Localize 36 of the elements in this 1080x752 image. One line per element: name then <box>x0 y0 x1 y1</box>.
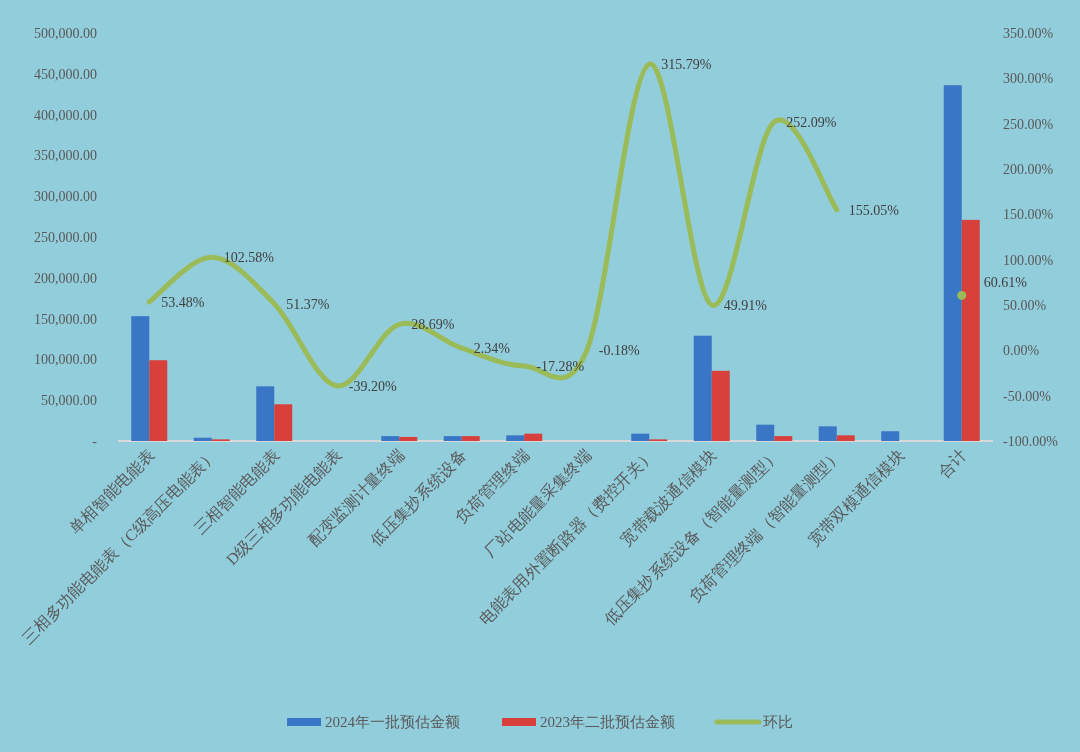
data-label: 53.48% <box>161 294 205 310</box>
y2-tick-label: -50.00% <box>1003 388 1052 404</box>
y-tick-label: 100,000.00 <box>34 352 97 368</box>
y2-tick-label: 100.00% <box>1003 252 1054 268</box>
y2-tick-label: 300.00% <box>1003 71 1054 87</box>
x-tick-label: 合计 <box>935 446 970 481</box>
data-label: 49.91% <box>723 298 768 314</box>
y-tick-label: 300,000.00 <box>34 189 97 205</box>
legend-label: 2023年二批预估金额 <box>540 714 675 730</box>
y-tick-label: 350,000.00 <box>34 148 97 164</box>
y-tick-label: 500,000.00 <box>34 26 97 41</box>
y-tick-label: 50,000.00 <box>41 393 97 409</box>
data-label: 102.58% <box>223 250 275 266</box>
y-tick-label: 450,000.00 <box>34 66 97 82</box>
y-tick-label: 250,000.00 <box>34 230 97 245</box>
data-label: 252.09% <box>786 114 837 130</box>
data-label: 155.05% <box>848 202 900 218</box>
legend-label: 环比 <box>763 714 793 730</box>
data-label: 2.34% <box>473 341 511 357</box>
y-tick-label: 400,000.00 <box>34 107 97 123</box>
y-tick-label: - <box>92 434 98 449</box>
legend-label: 2024年一批预估金额 <box>325 714 460 730</box>
y2-tick-label: 0.00% <box>1003 343 1040 359</box>
data-label: -0.18% <box>598 343 640 359</box>
data-label: 51.37% <box>286 296 330 312</box>
y2-tick-label: 350.00% <box>1003 26 1054 41</box>
data-label: 60.61% <box>983 275 1028 291</box>
y2-tick-label: 200.00% <box>1003 162 1054 177</box>
y2-tick-label: 50.00% <box>1003 298 1047 313</box>
y-tick-label: 150,000.00 <box>34 311 97 327</box>
y-tick-label: 200,000.00 <box>34 270 97 286</box>
y2-tick-label: -100.00% <box>1003 434 1059 449</box>
y2-tick-label: 150.00% <box>1003 207 1054 223</box>
data-label: 315.79% <box>661 57 712 73</box>
y2-tick-label: 250.00% <box>1003 116 1054 132</box>
data-label: -39.20% <box>348 378 397 394</box>
